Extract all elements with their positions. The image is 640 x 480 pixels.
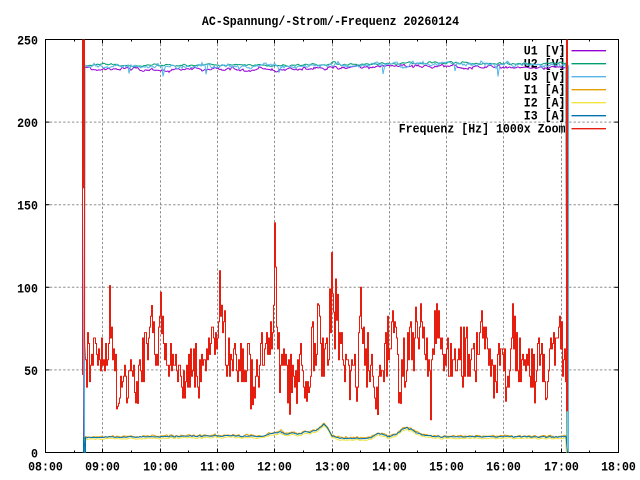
svg-text:50: 50 [24, 365, 38, 379]
svg-text:250: 250 [17, 35, 38, 49]
svg-text:09:00: 09:00 [85, 461, 120, 475]
svg-text:14:00: 14:00 [372, 461, 407, 475]
svg-text:10:00: 10:00 [143, 461, 178, 475]
svg-text:AC-Spannung/-Strom/-Frequenz 2: AC-Spannung/-Strom/-Frequenz 20260124 [202, 15, 460, 29]
svg-text:08:00: 08:00 [28, 461, 63, 475]
svg-text:18:00: 18:00 [601, 461, 636, 475]
svg-text:15:00: 15:00 [429, 461, 464, 475]
svg-text:0: 0 [31, 448, 38, 462]
svg-text:11:00: 11:00 [200, 461, 235, 475]
svg-text:I3 [A]: I3 [A] [524, 110, 566, 124]
svg-text:13:00: 13:00 [315, 461, 350, 475]
svg-text:100: 100 [17, 282, 38, 296]
svg-text:I2 [A]: I2 [A] [524, 97, 566, 111]
svg-text:200: 200 [17, 117, 38, 131]
svg-text:U3 [V]: U3 [V] [524, 71, 566, 85]
svg-text:12:00: 12:00 [257, 461, 292, 475]
svg-text:17:00: 17:00 [544, 461, 579, 475]
svg-text:U1 [V]: U1 [V] [524, 45, 566, 59]
svg-text:150: 150 [17, 200, 38, 214]
svg-text:Frequenz [Hz] 1000x Zoom: Frequenz [Hz] 1000x Zoom [399, 123, 566, 137]
svg-text:I1 [A]: I1 [A] [524, 84, 566, 98]
svg-text:16:00: 16:00 [486, 461, 521, 475]
